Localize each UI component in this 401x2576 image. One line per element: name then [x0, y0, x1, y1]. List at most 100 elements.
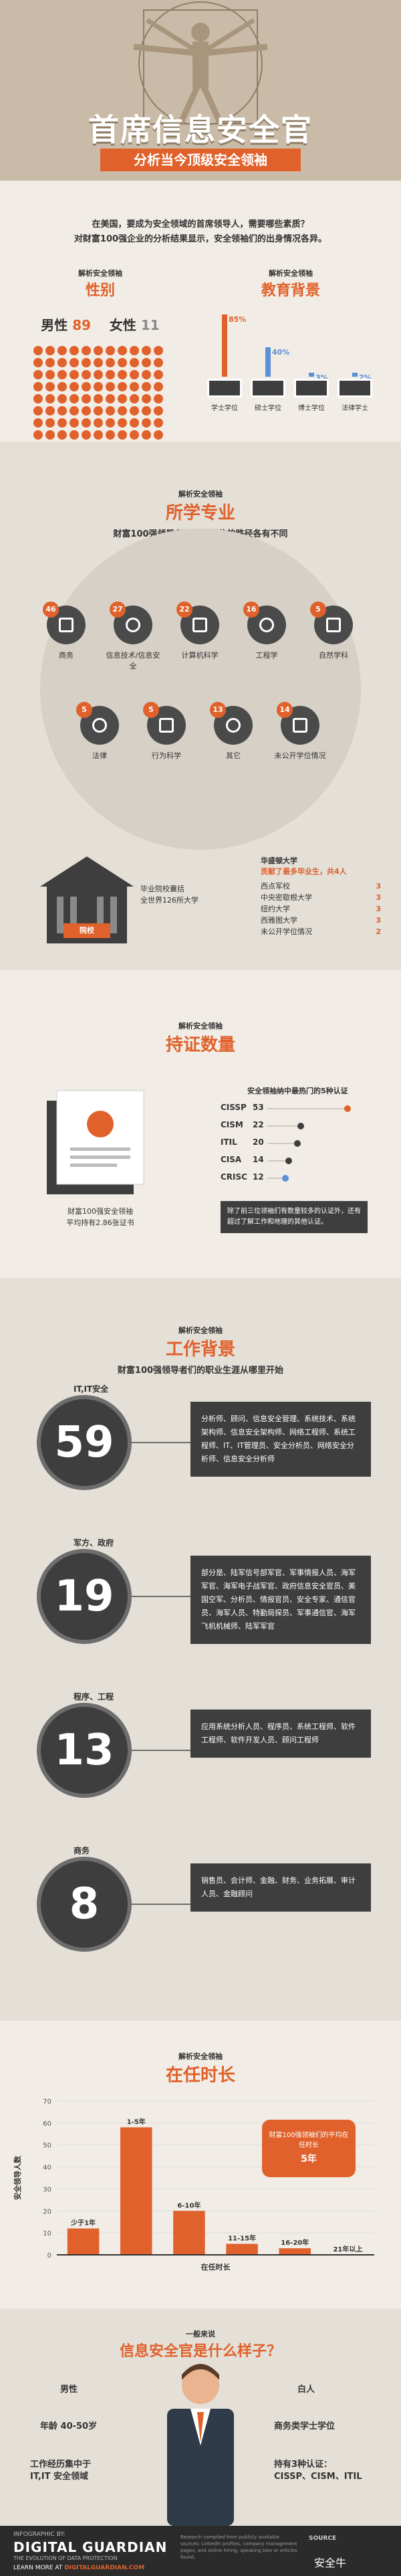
tenure-callout: 财富100强领袖们的平均在任时长 5年	[262, 2120, 356, 2177]
work-count: 8	[37, 1857, 132, 1952]
male-label: 男性	[41, 317, 68, 333]
male-dot	[94, 346, 103, 355]
profile-certs-line1: 持有3种认证：	[274, 2460, 333, 2470]
education-bar-label: 法律学士	[342, 405, 368, 412]
tenure-header-block: 解析安全领袖 在任时长	[0, 2051, 401, 2086]
male-dot	[57, 358, 67, 367]
work-description: 分析师、顾问、信息安全管理、系统技术、系统架构师、信息安全架构师、网络工程师、系…	[190, 1402, 371, 1477]
school-name: 中央密歇根大学	[261, 893, 312, 902]
male-dot	[45, 346, 55, 355]
male-dot	[142, 406, 151, 416]
profile-header: 信息安全官是什么样子？	[119, 2343, 281, 2360]
major-count: 5	[76, 702, 92, 718]
school-stat: 毕业院校囊括 全世界126所大学	[140, 883, 198, 906]
male-dot	[70, 382, 79, 391]
y-axis-title: 安全领导人数	[13, 2155, 22, 2200]
male-dot	[142, 346, 151, 355]
work-connector	[131, 1442, 190, 1443]
major-icon-circle: 16	[243, 602, 286, 644]
cert-name: CISSP	[221, 1103, 247, 1112]
major-label: 自然学科	[319, 651, 348, 660]
male-dot	[57, 346, 67, 355]
y-tick-label: 60	[43, 2120, 51, 2128]
major-count: 22	[176, 602, 192, 618]
male-dot	[118, 394, 127, 403]
male-dot	[106, 382, 115, 391]
work-count: 19	[37, 1549, 132, 1644]
school-building-icon	[40, 856, 134, 943]
education-bar	[309, 373, 314, 377]
footer-url[interactable]: DIGITALGUARDIAN.COM	[64, 2565, 145, 2571]
school-count: 2	[376, 927, 381, 936]
male-dot	[94, 406, 103, 416]
tenure-bar	[226, 2243, 258, 2255]
gender-small-header: 解析安全领袖	[78, 269, 122, 278]
cert-line	[267, 1143, 298, 1144]
school-count: 3	[376, 905, 381, 913]
diploma-icon	[207, 379, 242, 397]
school-row: 中央密歇根大学 3	[261, 892, 381, 903]
gear-icon	[259, 618, 274, 632]
star-icon	[226, 718, 241, 733]
male-dot	[82, 358, 91, 367]
profile-header-block: 一般来说 信息安全官是什么样子？	[0, 2328, 401, 2361]
male-dot	[33, 406, 43, 416]
male-dot	[33, 418, 43, 428]
profile-race: 白人	[297, 2385, 315, 2395]
profile-certs-line2: CISSP、CISM、ITIL	[274, 2472, 362, 2482]
male-dot	[70, 358, 79, 367]
major-count: 46	[43, 602, 59, 618]
male-dot	[70, 370, 79, 379]
work-connector	[131, 1596, 190, 1597]
profile-start: 工作经历集中于 IT,IT 安全领域	[30, 2459, 91, 2483]
male-dot	[33, 382, 43, 391]
male-dot	[142, 382, 151, 391]
male-dot	[154, 358, 163, 367]
male-dot	[33, 358, 43, 367]
work-tag: 程序、工程	[74, 1692, 114, 1701]
male-dot	[142, 430, 151, 440]
male-dot	[154, 346, 163, 355]
school-row: 未公开学位情况 2	[261, 926, 381, 937]
major-label: 信息技术/信息安全	[106, 651, 160, 670]
work-count: 13	[37, 1703, 132, 1798]
cert-average: 财富100强安全领袖 平均持有2.86张证书	[40, 1206, 160, 1228]
tenure-bar	[279, 2248, 311, 2255]
male-dot	[106, 394, 115, 403]
gender-values: 男性 89 女性 11	[27, 314, 174, 334]
school-name: 西点军校	[261, 882, 290, 891]
male-dot	[33, 346, 43, 355]
male-dot	[106, 406, 115, 416]
male-dot	[142, 418, 151, 428]
hero-section: 首席信息安全官 分析当今顶级安全领袖	[0, 0, 401, 181]
footer-learn: LEARN MORE AT DIGITALGUARDIAN.COM	[13, 2565, 144, 2571]
male-dot	[33, 430, 43, 440]
question-icon	[293, 718, 307, 733]
work-tag: IT,IT安全	[74, 1384, 109, 1394]
male-dot	[57, 382, 67, 391]
male-dot	[154, 406, 163, 416]
major-icon-circle: 27	[110, 602, 152, 644]
male-dot	[118, 418, 127, 428]
education-bar-label: 博士学位	[298, 405, 325, 412]
work-tag: 军方、政府	[74, 1538, 114, 1548]
male-dot	[70, 346, 79, 355]
cert-dot	[297, 1123, 304, 1129]
brain-icon	[159, 718, 174, 733]
male-dot	[106, 346, 115, 355]
tenure-small-header: 解析安全领袖	[178, 2052, 223, 2061]
education-bar	[352, 373, 358, 377]
male-dot	[106, 370, 115, 379]
major-header: 所学专业	[165, 503, 235, 523]
male-dot	[118, 346, 127, 355]
male-dot	[94, 382, 103, 391]
male-dot	[154, 382, 163, 391]
school-stat-line1: 毕业院校囊括	[140, 885, 184, 893]
cert-value: 53	[253, 1103, 264, 1112]
major-icon-circle: 5	[310, 602, 353, 644]
male-dot	[70, 394, 79, 403]
male-dot	[82, 346, 91, 355]
male-dot	[130, 394, 139, 403]
tenure-bar-label: 11-15年	[228, 2234, 256, 2243]
school-count: 3	[376, 893, 381, 902]
